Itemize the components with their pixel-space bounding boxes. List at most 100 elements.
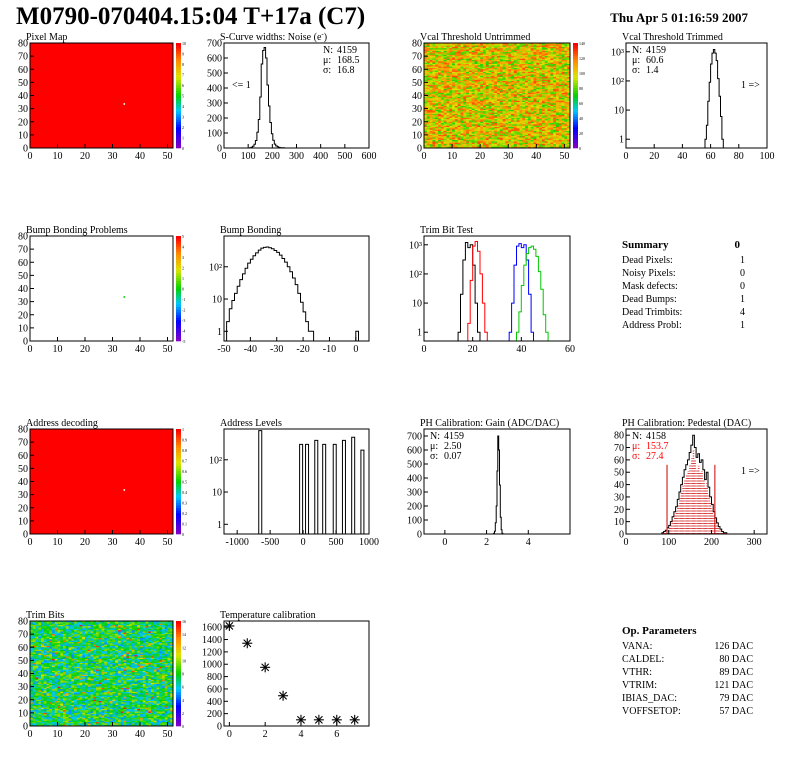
y-tick-label: 70 [18, 245, 28, 256]
x-tick-label: 0 [28, 344, 33, 355]
stats-value-sigma: 0.07 [444, 451, 462, 462]
colorbar-segment [176, 471, 181, 474]
colorbar-segment [176, 265, 181, 268]
panel-title: S-Curve widths: Noise (e-) [220, 30, 327, 43]
y-tick-label: 700 [207, 39, 222, 50]
x-tick-label: 40 [677, 151, 687, 162]
histogram-line [660, 435, 728, 534]
colorbar-label: 20 [579, 131, 583, 136]
y-tick-label: 20 [18, 117, 28, 128]
colorbar-segment [573, 93, 578, 96]
colorbar-segment [176, 270, 181, 273]
y-tick-label: 10 [18, 516, 28, 527]
colorbar-segment [176, 249, 181, 252]
y-tick-label: 0 [619, 530, 624, 541]
y-tick-label: 10² [209, 455, 222, 466]
y-tick-label: 60 [614, 455, 624, 466]
colorbar-label: 0.1 [182, 522, 187, 527]
colorbar-segment [176, 138, 181, 141]
colorbar-segment [176, 289, 181, 292]
colorbar-segment [176, 82, 181, 85]
colorbar-segment [176, 140, 181, 143]
x-tick-label: 0 [422, 344, 427, 355]
colorbar-segment [176, 109, 181, 112]
y-tick-label: 0 [23, 530, 28, 541]
x-tick-label: 30 [503, 151, 513, 162]
x-tick-label: 50 [559, 151, 569, 162]
colorbar-segment [176, 336, 181, 339]
colorbar-segment [176, 333, 181, 336]
colorbar-label: 5 [182, 234, 184, 239]
histogram-line [248, 48, 286, 149]
x-tick-label: 20 [475, 151, 485, 162]
panel-title: Bump Bonding [220, 225, 281, 236]
colorbar-label: 8 [182, 62, 184, 67]
y-tick-label: 50 [18, 464, 28, 475]
colorbar-label: 0.9 [182, 438, 187, 443]
y-tick-label: 40 [614, 480, 624, 491]
colorbar-segment [176, 466, 181, 469]
x-tick-label: 500 [329, 537, 344, 548]
colorbar-segment [176, 111, 181, 114]
y-tick-label: 30 [18, 490, 28, 501]
y-tick-label: 50 [18, 78, 28, 89]
y-tick-label: 50 [412, 78, 422, 89]
y-tick-label: 80 [18, 39, 28, 50]
overflow-annotation: 1 => [741, 466, 760, 477]
colorbar-segment [573, 117, 578, 120]
colorbar-label: 4 [182, 104, 184, 109]
y-tick-label: 1 [217, 327, 222, 338]
stats-value-sigma: 1.4 [646, 65, 659, 76]
colorbar-segment [573, 54, 578, 57]
panel-address-decoding: Address decoding00.10.20.30.40.50.60.70.… [18, 418, 187, 548]
colorbar-segment [176, 239, 181, 242]
colorbar-segment [573, 75, 578, 78]
x-tick-label: 50 [163, 344, 173, 355]
y-tick-label: 0 [417, 530, 422, 541]
x-tick-label: 200 [704, 537, 719, 548]
y-tick-label: 50 [614, 468, 624, 479]
colorbar-segment [176, 122, 181, 125]
colorbar-segment [176, 88, 181, 91]
colorbar-segment [176, 244, 181, 247]
y-tick-label: 40 [18, 477, 28, 488]
colorbar-label: 2 [182, 125, 184, 130]
colorbar-segment [176, 434, 181, 437]
colorbar-segment [176, 80, 181, 83]
x-tick-label: -20 [296, 344, 309, 355]
y-tick-label: 40 [412, 91, 422, 102]
colorbar-label: 0.4 [182, 490, 187, 495]
colorbar-segment [176, 69, 181, 72]
colorbar-segment [573, 67, 578, 70]
x-tick-label: -50 [217, 344, 230, 355]
histogram-line [704, 50, 725, 149]
colorbar-label: -5 [182, 339, 185, 344]
colorbar-segment [176, 236, 181, 239]
x-tick-label: 60 [706, 151, 716, 162]
y-tick-label: 40 [18, 284, 28, 295]
histogram-spike [361, 450, 364, 534]
y-tick-label: 1 [619, 135, 624, 146]
y-tick-label: 0 [23, 337, 28, 348]
stats-value-sigma: 27.4 [646, 451, 664, 462]
colorbar-segment [176, 260, 181, 263]
colorbar-label: 6 [182, 83, 184, 88]
colorbar-segment [176, 500, 181, 503]
colorbar-segment [176, 296, 181, 299]
colorbar-segment [573, 101, 578, 104]
y-tick-label: 0 [217, 144, 222, 155]
colorbar-segment [176, 497, 181, 500]
colorbar-label: 0 [182, 287, 184, 292]
overflow-annotation: <= 1 [232, 80, 251, 91]
colorbar-segment [176, 323, 181, 326]
page-title: M0790-070404.15:04 T+17a (C7) [16, 3, 365, 30]
colorbar-segment [176, 101, 181, 104]
x-tick-label: -40 [244, 344, 257, 355]
colorbar-segment [176, 299, 181, 302]
histogram-line [224, 247, 361, 341]
x-tick-label: 0 [624, 537, 629, 548]
colorbar-segment [176, 119, 181, 122]
y-tick-label: 400 [207, 84, 222, 95]
